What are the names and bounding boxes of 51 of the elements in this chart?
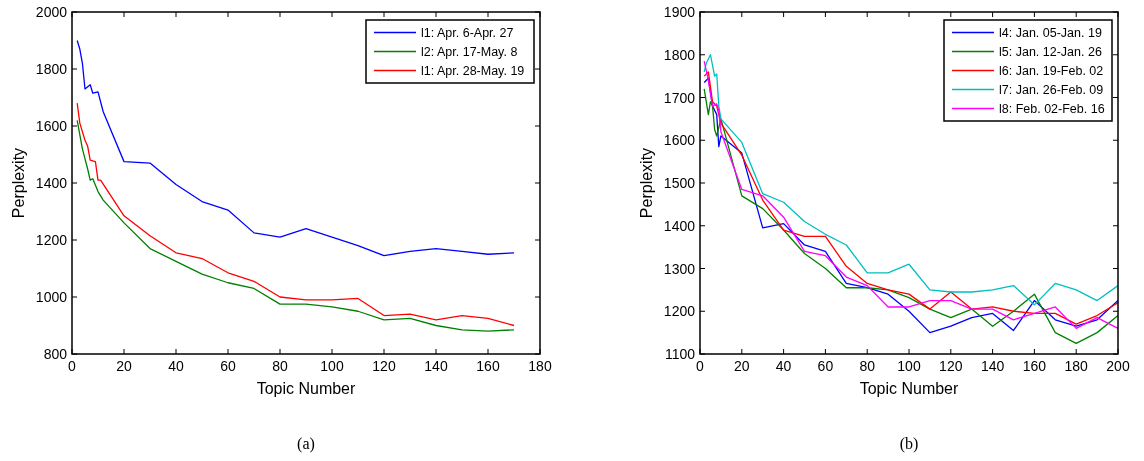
legend-label: l5: Jan. 12-Jan. 26 (999, 45, 1102, 59)
x-tick-label: 200 (1106, 358, 1130, 374)
x-tick-label: 0 (696, 358, 705, 374)
x-tick-label: 60 (817, 358, 834, 374)
legend-label: l7: Jan. 26-Feb. 09 (999, 83, 1104, 97)
x-tick-label: 40 (775, 358, 792, 374)
x-tick-label: 160 (476, 358, 500, 374)
x-tick-label: 120 (372, 358, 396, 374)
y-tick-label: 1300 (663, 260, 696, 277)
text: (a) (297, 435, 315, 453)
x-tick-label: 120 (939, 358, 963, 374)
y-tick-label: 1600 (35, 118, 68, 134)
legend-label: l1: Apr. 6-Apr. 27 (421, 26, 514, 40)
x-axis-title: Topic Number (256, 380, 357, 397)
x-tick-label: 80 (859, 358, 876, 374)
x-axis-title: Topic Number (859, 380, 960, 397)
y-tick-label: 1800 (35, 61, 68, 77)
x-tick-label: 20 (734, 358, 750, 374)
y-tick-label: 1100 (664, 346, 696, 362)
x-tick-label: 180 (528, 358, 552, 374)
y-tick-label: 1800 (663, 46, 696, 63)
y-tick-label: 800 (43, 346, 68, 362)
legend-label: l6: Jan. 19-Feb. 02 (999, 64, 1104, 78)
x-tick-label: 100 (320, 358, 344, 374)
y-tick-label: 1900 (663, 4, 696, 20)
x-tick-label: 140 (424, 358, 448, 374)
y-tick-label: 1000 (35, 289, 68, 305)
text: (b) (899, 435, 919, 453)
y-axis-title: Perplexity (10, 147, 27, 219)
y-tick-label: 1400 (35, 175, 68, 191)
x-tick-label: 80 (272, 358, 288, 374)
y-tick-label: 1600 (663, 132, 696, 149)
legend-label: l1: Apr. 28-May. 19 (421, 64, 525, 78)
x-tick-label: 60 (220, 358, 236, 374)
x-tick-label: 20 (116, 358, 132, 374)
x-tick-label: 160 (1022, 358, 1047, 374)
x-tick-label: 100 (897, 358, 921, 374)
x-tick-label: 140 (980, 358, 1005, 374)
y-tick-label: 1500 (663, 175, 696, 191)
x-tick-label: 40 (168, 358, 184, 374)
x-tick-label: 180 (1064, 358, 1089, 374)
y-tick-label: 1200 (35, 232, 68, 248)
y-tick-label: 2000 (35, 4, 68, 20)
y-tick-label: 1700 (663, 89, 696, 106)
legend-label: l2: Apr. 17-May. 8 (421, 45, 518, 59)
y-tick-label: 1400 (663, 217, 696, 234)
legend-label: l4: Jan. 05-Jan. 19 (999, 26, 1102, 40)
y-tick-label: 1200 (663, 303, 696, 320)
legend-label: l8: Feb. 02-Feb. 16 (999, 102, 1105, 116)
x-tick-label: 0 (68, 358, 77, 374)
y-axis-title: Perplexity (638, 147, 655, 219)
